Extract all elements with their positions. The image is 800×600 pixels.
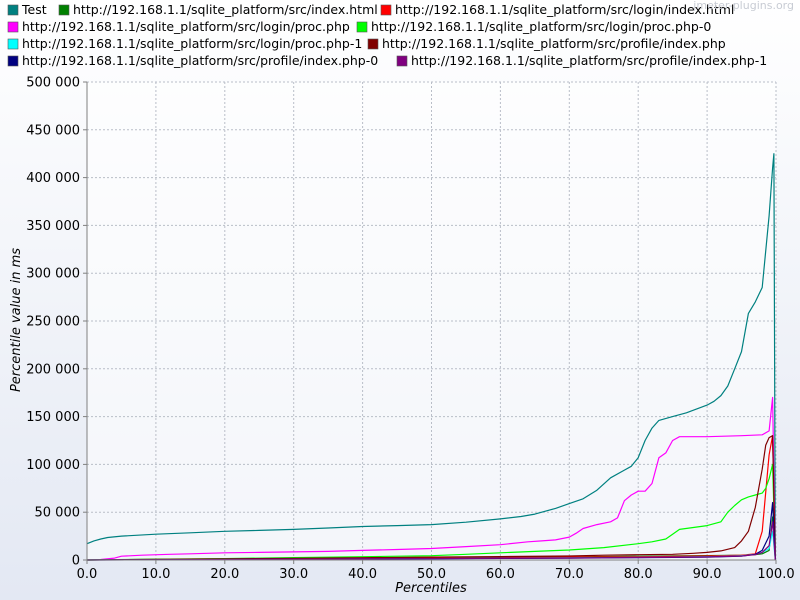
legend-label: http://192.168.1.1/sqlite_platform/src/l…	[395, 2, 734, 17]
series-line-0	[86, 153, 776, 561]
x-tick-label: 60.0	[486, 567, 515, 582]
watermark-text: jmeter-plugins.org	[692, 0, 794, 12]
legend-label: http://192.168.1.1/sqlite_platform/src/l…	[22, 36, 362, 51]
legend-swatch	[7, 21, 19, 33]
legend-swatch	[58, 4, 70, 16]
legend-swatch	[380, 4, 392, 16]
y-tick-label: 250 000	[26, 315, 80, 330]
legend-swatch	[396, 55, 408, 67]
x-tick-label: 100.0	[757, 567, 794, 582]
x-axis-title: Percentiles	[395, 581, 467, 596]
y-tick-label: 350 000	[26, 219, 80, 234]
y-tick-label: 100 000	[26, 458, 80, 473]
series-line-6	[86, 435, 776, 561]
legend-swatch	[356, 21, 368, 33]
x-tick-label: 0.0	[77, 567, 98, 582]
series-line-8	[86, 521, 776, 561]
y-tick-label: 0	[72, 554, 80, 569]
legend-label: http://192.168.1.1/sqlite_platform/src/l…	[371, 19, 711, 34]
grid-lines	[87, 81, 777, 560]
series-line-3	[86, 396, 776, 561]
x-tick-label: 70.0	[555, 567, 584, 582]
legend-swatch	[7, 4, 19, 16]
x-tick-label: 50.0	[417, 567, 446, 582]
legend: Test http://192.168.1.1/sqlite_platform/s…	[7, 2, 767, 68]
axes: 0 50 000 100 000 150 000 200 000 250 000 300 0…	[26, 76, 794, 583]
series-lines	[86, 153, 776, 561]
legend-label: http://192.168.1.1/sqlite_platform/src/p…	[382, 36, 726, 51]
x-tick-label: 30.0	[279, 567, 308, 582]
legend-label: http://192.168.1.1/sqlite_platform/src/i…	[73, 2, 378, 17]
x-tick-label: 40.0	[348, 567, 377, 582]
x-tick-label: 10.0	[141, 567, 170, 582]
legend-label: http://192.168.1.1/sqlite_platform/src/p…	[22, 53, 378, 68]
y-tick-label: 500 000	[26, 76, 80, 91]
y-tick-label: 450 000	[26, 123, 80, 138]
y-tick-label: 200 000	[26, 362, 80, 377]
legend-swatch	[367, 38, 379, 50]
legend-label: Test	[21, 2, 47, 17]
x-tick-label: 20.0	[210, 567, 239, 582]
y-tick-label: 400 000	[26, 171, 80, 186]
y-tick-label: 150 000	[26, 410, 80, 425]
x-tick-label: 80.0	[624, 567, 653, 582]
y-tick-label: 300 000	[26, 267, 80, 282]
y-axis-title: Percentile value in ms	[9, 248, 24, 392]
legend-swatch	[7, 38, 19, 50]
legend-swatch	[7, 55, 19, 67]
legend-label: http://192.168.1.1/sqlite_platform/src/p…	[411, 53, 767, 68]
y-tick-label: 50 000	[35, 506, 81, 521]
legend-label: http://192.168.1.1/sqlite_platform/src/l…	[22, 19, 350, 34]
x-tick-label: 90.0	[693, 567, 722, 582]
